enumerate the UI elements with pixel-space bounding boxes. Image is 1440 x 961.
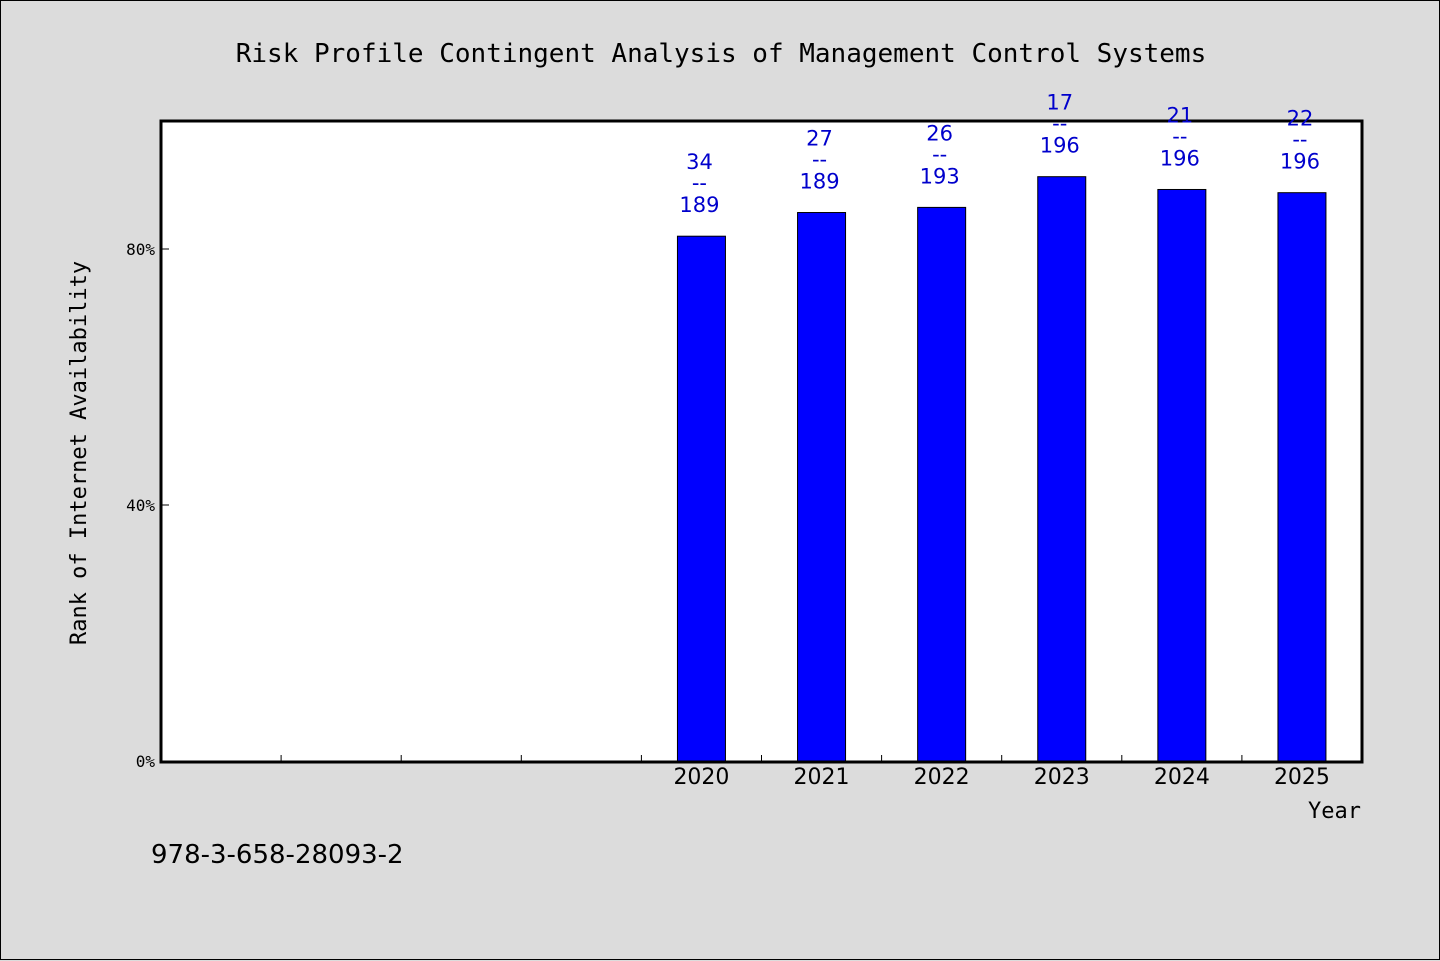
x-tick-label: 2021 [794, 765, 850, 790]
data-label-numerator: 26 [926, 121, 953, 145]
data-label-fraction-bar: -- [1052, 112, 1067, 136]
x-tick-label: 2022 [914, 765, 970, 790]
data-label-numerator: 34 [686, 150, 713, 174]
data-label-fraction-bar: -- [692, 171, 707, 195]
data-label-2021: 27--189 [800, 127, 840, 194]
data-label-fraction-bar: -- [1292, 128, 1307, 152]
data-label-numerator: 22 [1287, 107, 1314, 131]
bar-2024 [1157, 188, 1207, 762]
data-label-2023: 17--196 [1040, 91, 1080, 158]
x-axis-label: Year [1308, 799, 1361, 824]
bar-2021 [797, 212, 847, 762]
data-labels-layer: 34--18927--18926--19317--19621--19622--1… [679, 91, 1320, 218]
bar-2023 [1037, 176, 1087, 762]
bar-2025 [1277, 192, 1327, 762]
data-label-numerator: 21 [1166, 103, 1193, 127]
y-axis-label: Rank of Internet Availability [67, 261, 92, 645]
data-label-fraction-bar: -- [1172, 124, 1187, 148]
chart-title: Risk Profile Contingent Analysis of Mana… [236, 39, 1207, 69]
bars-layer [676, 176, 1327, 762]
y-tick-label: 80% [126, 240, 155, 259]
x-tick-label: 2025 [1274, 765, 1330, 790]
y-tick-label: 0% [136, 752, 156, 771]
data-label-denominator: 196 [1160, 146, 1200, 170]
bar-2020 [676, 235, 726, 762]
bar-2022 [917, 206, 967, 762]
data-label-fraction-bar: -- [932, 142, 947, 166]
data-label-denominator: 189 [800, 170, 840, 194]
data-label-numerator: 17 [1046, 91, 1073, 115]
data-label-denominator: 196 [1040, 134, 1080, 158]
data-label-denominator: 193 [920, 164, 960, 188]
x-tick-label: 2023 [1034, 765, 1090, 790]
axis-ticks-layer: 0% 40% 80% 2020 2021 2022 2023 2024 2025 [126, 240, 1330, 790]
data-label-2024: 21--196 [1160, 103, 1200, 170]
data-label-denominator: 196 [1280, 150, 1320, 174]
data-label-numerator: 27 [806, 127, 833, 151]
isbn-footer: 978-3-658-28093-2 [151, 840, 404, 870]
data-label-fraction-bar: -- [812, 148, 827, 172]
data-label-2020: 34--189 [679, 150, 719, 217]
y-tick-label: 40% [126, 496, 155, 515]
x-tick-label: 2020 [673, 765, 729, 790]
data-label-2025: 22--196 [1280, 107, 1320, 174]
x-tick-label: 2024 [1154, 765, 1210, 790]
data-label-2022: 26--193 [920, 121, 960, 188]
data-label-denominator: 189 [679, 193, 719, 217]
